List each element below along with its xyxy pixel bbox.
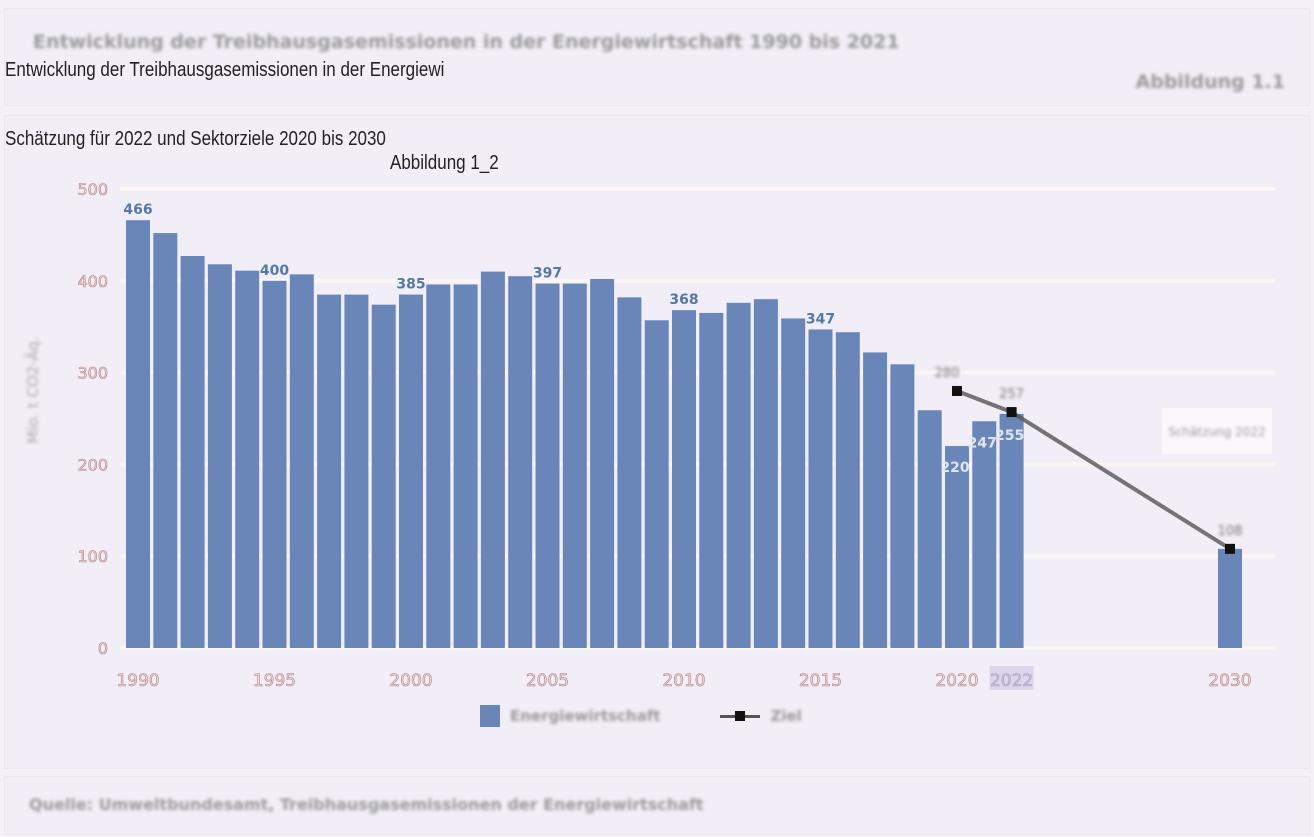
y-tick-label: 0 <box>98 639 108 658</box>
annotation-text: Schätzung 2022 <box>1168 425 1265 439</box>
bar <box>1218 548 1242 648</box>
target-point <box>1225 543 1235 554</box>
bar <box>508 276 533 648</box>
bar <box>753 299 778 648</box>
bar <box>207 264 232 648</box>
footer-panel: Quelle: Umweltbundesamt, Treibhausgasemi… <box>4 776 1310 835</box>
legend-label: Energiewirtschaft <box>510 707 661 725</box>
bar-value-label: 400 <box>260 263 289 279</box>
bar <box>371 304 396 648</box>
x-tick-label: 2020 <box>935 671 978 691</box>
bar <box>945 446 969 648</box>
x-tick-label: 2005 <box>526 671 569 691</box>
bar <box>644 320 669 648</box>
y-tick-label: 500 <box>77 180 108 199</box>
legend-label: Ziel <box>770 707 802 725</box>
target-point <box>1006 407 1017 418</box>
bar <box>317 294 342 648</box>
bar <box>890 364 915 648</box>
bar <box>153 233 178 648</box>
bar <box>426 284 451 648</box>
chart-title: Entwicklung der Treibhausgasemissionen i… <box>33 31 900 53</box>
target-value-label: 108 <box>1218 524 1243 539</box>
bar-value-label: 255 <box>995 428 1024 444</box>
bar <box>808 329 833 648</box>
bar <box>917 410 942 648</box>
bar <box>262 280 287 648</box>
x-tick-label: 1995 <box>253 671 296 691</box>
bar <box>562 283 587 648</box>
bar-value-label: 220 <box>940 460 969 476</box>
bar <box>726 302 751 648</box>
x-tick-label: 2010 <box>662 671 705 691</box>
bar <box>289 274 314 648</box>
legend: Energiewirtschaft Ziel <box>480 705 802 727</box>
bar-value-label: 385 <box>396 277 425 293</box>
bar <box>972 421 997 648</box>
target-value-label: 280 <box>935 366 960 381</box>
annotation-box <box>1162 408 1272 454</box>
y-axis-label: Mio. t CO2-Äq. <box>23 336 42 443</box>
target-value-label: 257 <box>999 387 1024 402</box>
bar <box>453 284 478 648</box>
bar <box>672 310 696 648</box>
bar-value-label: 347 <box>806 311 835 327</box>
x-tick-label: 1990 <box>116 671 159 691</box>
bar <box>590 278 615 648</box>
bar-value-label: 247 <box>968 435 997 451</box>
bar <box>344 294 369 648</box>
legend-item-target: Ziel <box>720 707 802 725</box>
legend-item-bar: Energiewirtschaft <box>480 705 660 727</box>
y-tick-label: 200 <box>77 455 108 474</box>
x-tick-label: 2022 <box>990 671 1033 691</box>
overlay-text: Abbildung 1_2 <box>390 152 499 174</box>
legend-swatch <box>480 705 500 727</box>
bar <box>835 332 860 648</box>
bar <box>535 283 560 648</box>
bar <box>617 297 642 648</box>
y-tick-label: 400 <box>77 272 108 291</box>
bar <box>781 318 806 648</box>
bar <box>180 256 205 648</box>
overlay-text: Entwicklung der Treibhausgasemissionen i… <box>5 59 445 81</box>
x-tick-label: 2015 <box>799 671 842 691</box>
bar <box>863 352 888 648</box>
legend-line <box>720 710 761 721</box>
bar-value-label: 397 <box>533 266 562 282</box>
header-panel: Entwicklung der Treibhausgasemissionen i… <box>4 8 1310 106</box>
target-point <box>952 385 962 396</box>
x-tick-label: 2030 <box>1208 671 1251 691</box>
bar <box>999 413 1024 648</box>
bar <box>126 220 150 648</box>
x-tick-label: 2000 <box>389 671 432 691</box>
bar <box>235 270 260 648</box>
bar <box>480 271 505 648</box>
y-tick-label: 300 <box>77 364 108 383</box>
highlight-tick-bg <box>989 666 1034 690</box>
source-note: Quelle: Umweltbundesamt, Treibhausgasemi… <box>29 795 704 814</box>
y-tick-label: 100 <box>77 547 108 566</box>
bar <box>399 294 423 648</box>
figure-label: Abbildung 1.1 <box>1135 71 1285 93</box>
overlay-text: Schätzung für 2022 und Sektorziele 2020 … <box>5 128 386 150</box>
bar-value-label: 368 <box>669 292 698 308</box>
bar <box>699 312 724 648</box>
bar-value-label: 466 <box>123 202 152 218</box>
